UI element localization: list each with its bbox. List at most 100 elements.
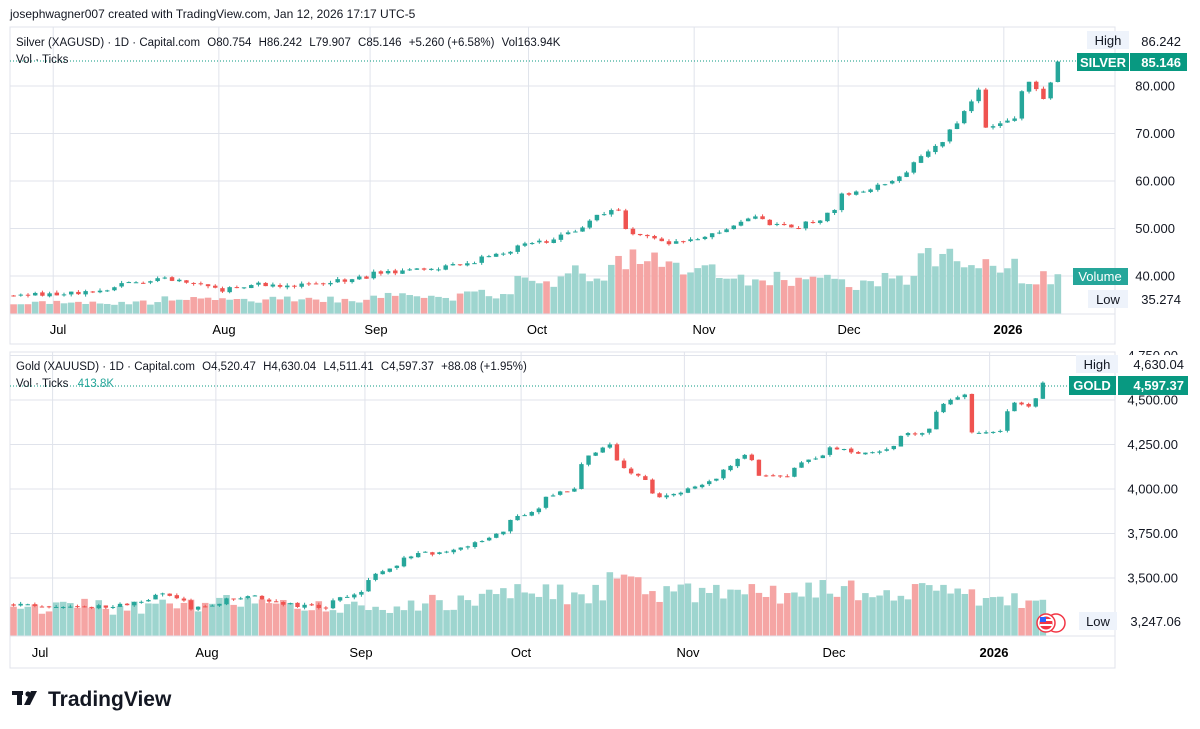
silver-volume-bar (406, 295, 414, 314)
silver-volume-bar (996, 272, 1004, 314)
gold-volume-bar (145, 603, 152, 636)
gold-volume-bar (940, 584, 947, 636)
gold-candle-body (437, 552, 442, 555)
silver-volume-bar (1047, 284, 1054, 314)
gold-candle-body (46, 606, 52, 608)
silver-pane[interactable]: Silver (XAGUSD) · 1D · Capital.com O80.7… (9, 26, 1187, 345)
gold-volume-bar (45, 611, 53, 636)
gold-candle-body (841, 449, 847, 451)
gold-volume-bar (67, 603, 74, 636)
silver-candle-body (385, 271, 391, 274)
gold-candle-body (288, 603, 293, 605)
silver-candle-body (846, 193, 852, 195)
gold-candle-body (1012, 402, 1017, 412)
gold-volume-bar (1004, 605, 1011, 636)
silver-candle-body (529, 243, 535, 245)
silver-time-axis-labels: Jul Aug Sep Oct Nov Dec 2026 (50, 322, 1023, 337)
silver-candle-body (227, 287, 232, 293)
silver-candle-body (565, 232, 571, 235)
silver-volume-bar (183, 299, 190, 314)
gold-volume-bar (982, 598, 990, 636)
gold-candle-body (636, 473, 641, 476)
silver-candle-body (357, 276, 362, 280)
silver-candle-body (83, 291, 88, 295)
gold-volume-bar (1025, 600, 1032, 636)
silver-candle-body (753, 216, 758, 219)
gold-legend: Gold (XAUUSD) · 1D · Capital.com O4,520.… (16, 361, 527, 373)
silver-volume-bar (96, 303, 104, 314)
silver-volume-bar (334, 302, 341, 314)
silver-volume-bar (175, 299, 183, 314)
gold-volume-bar (201, 602, 209, 636)
gold-volume-bar (166, 603, 173, 636)
gold-ytick-label: 4,000.00 (1127, 482, 1178, 497)
tradingview-logo[interactable]: TradingView (12, 688, 172, 711)
silver-volume-bar (572, 265, 579, 314)
silver-volume-bar (492, 298, 500, 314)
silver-candle-body (738, 221, 744, 226)
gold-candle-body (252, 595, 258, 597)
silver-volume-bar (269, 296, 277, 314)
gold-volume-bar (436, 600, 443, 636)
silver-candle-body (695, 239, 700, 241)
gold-candle-body (763, 475, 769, 477)
gold-volume-bar (670, 591, 677, 636)
gold-candle-body (494, 533, 499, 538)
silver-candle-body (781, 223, 787, 226)
gold-volume-bar (549, 599, 557, 636)
silver-candle-body (659, 238, 664, 242)
gold-candle-body (366, 580, 371, 592)
silver-volume-bar (651, 252, 658, 314)
gold-volume-bar (109, 614, 117, 636)
gold-candle-body (266, 599, 272, 602)
silver-candle-body (1034, 81, 1039, 90)
gold-low-label: Low (1086, 614, 1110, 629)
silver-volume-bar (687, 272, 694, 314)
gold-candle-body (692, 486, 698, 489)
gold-candle-body (990, 431, 996, 433)
gold-pane[interactable]: Gold (XAUUSD) · 1D · Capital.com O4,520.… (9, 348, 1188, 669)
gold-volume-bar (656, 601, 663, 636)
silver-candle-body (306, 283, 312, 285)
silver-volume-bar (147, 304, 154, 314)
silver-candle-body (414, 268, 420, 270)
gold-xtick-oct: Oct (511, 645, 532, 660)
gold-volume-bar (159, 599, 166, 636)
gold-volume-bar (74, 607, 81, 636)
silver-volume-bar (723, 278, 730, 314)
silver-low-box (1088, 290, 1128, 308)
silver-volume-bar (420, 297, 428, 314)
silver-ytick-label: 80.000 (1135, 79, 1175, 94)
gold-candle-body (806, 459, 811, 463)
gold-ytick-label: 4,250.00 (1127, 437, 1178, 452)
gold-volume-bar (315, 601, 323, 636)
gold-candle-body (472, 542, 478, 548)
gold-volume-bar (258, 599, 266, 636)
silver-candle-body (126, 282, 132, 284)
silver-candle-body (11, 295, 16, 297)
silver-candle-body (623, 210, 628, 230)
gold-candle-body (1040, 382, 1046, 399)
gold-candle-body (344, 596, 350, 598)
silver-volume-value: Vol163.94K (502, 37, 561, 49)
gold-close: C4,597.37 (381, 361, 434, 373)
tradingview-logo-icon (12, 691, 37, 705)
us-economic-event-icon[interactable] (1036, 613, 1066, 633)
gold-volume-bar (209, 603, 216, 636)
gold-candle-body (863, 452, 868, 455)
silver-candle-body (1055, 61, 1061, 82)
silver-ytick-label: 40.000 (1135, 269, 1175, 284)
gold-candle-body (621, 460, 627, 469)
silver-volume-bar (435, 296, 442, 314)
gold-volume-bar (301, 610, 308, 636)
gold-volume-bar (677, 584, 685, 636)
silver-candle-body (493, 253, 499, 257)
silver-volume-bar (867, 281, 874, 314)
silver-candle-body (889, 181, 895, 184)
silver-volume-bar (716, 277, 723, 314)
silver-volume-bar (449, 300, 457, 314)
silver-volume-bar (1018, 283, 1026, 314)
silver-candle-body (853, 191, 859, 195)
gold-candle-body (89, 606, 94, 608)
